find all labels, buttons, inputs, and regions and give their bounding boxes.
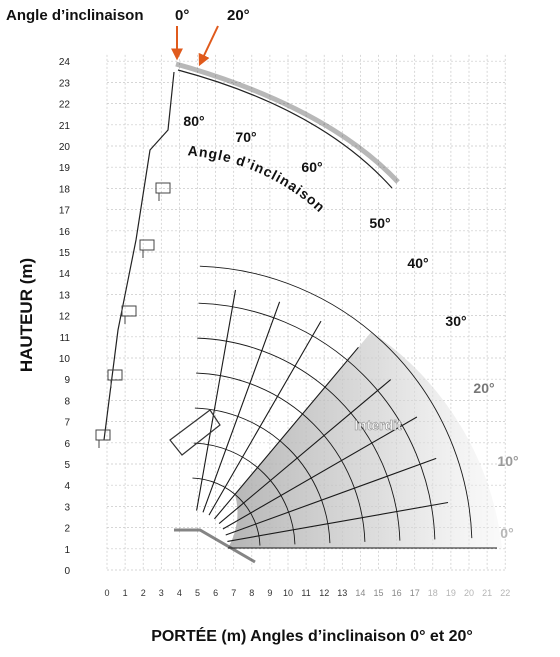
y-tick-label: 23 (59, 78, 71, 89)
y-tick-label: 20 (59, 142, 71, 153)
y-tick-label: 11 (60, 333, 71, 344)
x-tick-label: 10 (283, 588, 293, 598)
angle-ray (222, 416, 418, 530)
y-tick-label: 21 (59, 121, 71, 132)
angle-ray (218, 379, 392, 524)
y-axis-label: HAUTEUR (m) (17, 258, 36, 372)
angle-label: 20° (473, 380, 494, 396)
x-tick-label: 22 (500, 588, 510, 598)
header-tilt-20: 20° (227, 7, 250, 24)
x-tick-label: 21 (482, 588, 492, 598)
angle-ray (214, 346, 359, 520)
x-axis: 0 1 2 3 4 5 6 7 8 9 10 11 12 13 14 15 16 17 18 19 20 21 22 (104, 588, 510, 598)
x-tick-label: 14 (355, 588, 365, 598)
angle-label: 40° (407, 255, 428, 271)
y-tick-label: 10 (59, 354, 71, 365)
x-tick-label: 12 (319, 588, 329, 598)
y-tick-label: 6 (64, 439, 70, 450)
angle-label: 10° (497, 453, 518, 469)
y-tick-label: 15 (59, 248, 71, 259)
y-tick-label: 22 (59, 100, 71, 111)
angle-rays (196, 289, 497, 549)
basket-outline (121, 305, 137, 324)
y-tick-label: 1 (64, 545, 70, 556)
arc-label: Angle d’inclinaison (187, 142, 329, 215)
boom-arm-upper-edge (177, 69, 393, 189)
angle-ray (227, 501, 449, 542)
angle-label: 30° (445, 313, 466, 329)
range-arc (196, 372, 366, 542)
y-tick-label: 2 (64, 524, 70, 535)
angle-label: 50° (369, 215, 390, 231)
boom-arm-lower (174, 528, 256, 564)
range-arc (197, 337, 401, 541)
angle-ray (202, 301, 281, 513)
boom-left-column (103, 71, 175, 441)
range-arc (194, 407, 331, 544)
forbidden-zone (228, 331, 502, 548)
x-tick-label: 5 (195, 588, 200, 598)
y-tick-label: 12 (59, 312, 71, 323)
y-tick-label: 17 (59, 206, 71, 217)
arrow-20 (198, 25, 219, 67)
x-tick-label: 7 (231, 588, 236, 598)
range-arc (192, 477, 261, 546)
x-tick-label: 13 (337, 588, 347, 598)
header-tilt-0: 0° (175, 7, 189, 24)
x-tick-label: 11 (301, 588, 310, 598)
y-tick-label: 7 (64, 418, 70, 429)
y-tick-label: 0 (64, 566, 70, 577)
y-tick-label: 14 (59, 269, 71, 280)
x-axis-label: PORTÉE (m) Angles d’inclinaison 0° et 20… (151, 626, 473, 645)
boom-silhouettes (95, 61, 400, 564)
range-arc (193, 442, 296, 545)
basket-outline (107, 369, 123, 388)
x-tick-label: 17 (410, 588, 420, 598)
angle-label: 60° (301, 159, 322, 175)
y-tick-label: 3 (64, 502, 70, 513)
y-tick-label: 24 (59, 57, 71, 68)
y-tick-label: 16 (59, 227, 71, 238)
basket-outline (139, 239, 155, 258)
x-tick-label: 2 (141, 588, 146, 598)
boom-mid-platform (169, 409, 221, 456)
x-tick-label: 8 (249, 588, 254, 598)
x-tick-label: 3 (159, 588, 164, 598)
y-tick-label: 19 (59, 163, 71, 174)
range-arc (198, 302, 436, 540)
y-tick-label: 8 (64, 396, 70, 407)
x-tick-label: 1 (123, 588, 128, 598)
x-tick-label: 6 (213, 588, 218, 598)
boom-arm-upper (175, 61, 400, 184)
header-tilt-label: Angle d’inclinaison (6, 7, 144, 24)
x-tick-label: 20 (464, 588, 474, 598)
y-tick-label: 13 (59, 290, 71, 301)
zone-label: Interdit (354, 417, 402, 433)
angle-ray (196, 289, 237, 511)
angle-ray (225, 457, 437, 536)
x-tick-label: 9 (267, 588, 272, 598)
y-tick-label: 5 (64, 460, 70, 471)
range-arc (199, 265, 473, 539)
angle-label: 70° (235, 129, 256, 145)
angle-ray (208, 320, 322, 516)
y-tick-label: 18 (59, 184, 71, 195)
y-tick-label: 4 (64, 481, 70, 492)
x-tick-label: 4 (177, 588, 182, 598)
angle-label: 0° (500, 525, 513, 541)
x-tick-label: 16 (392, 588, 402, 598)
angle-label: 80° (183, 113, 204, 129)
x-tick-label: 0 (104, 588, 109, 598)
range-arcs (192, 265, 473, 546)
x-tick-label: 19 (446, 588, 456, 598)
basket-outline (95, 429, 111, 448)
x-tick-label: 18 (428, 588, 438, 598)
angle-labels: 0° 10° 20° 30° 40° 50° 60° 70° 80° (183, 113, 518, 541)
x-tick-label: 15 (373, 588, 383, 598)
basket-outline (155, 182, 171, 201)
y-tick-label: 9 (64, 375, 70, 386)
